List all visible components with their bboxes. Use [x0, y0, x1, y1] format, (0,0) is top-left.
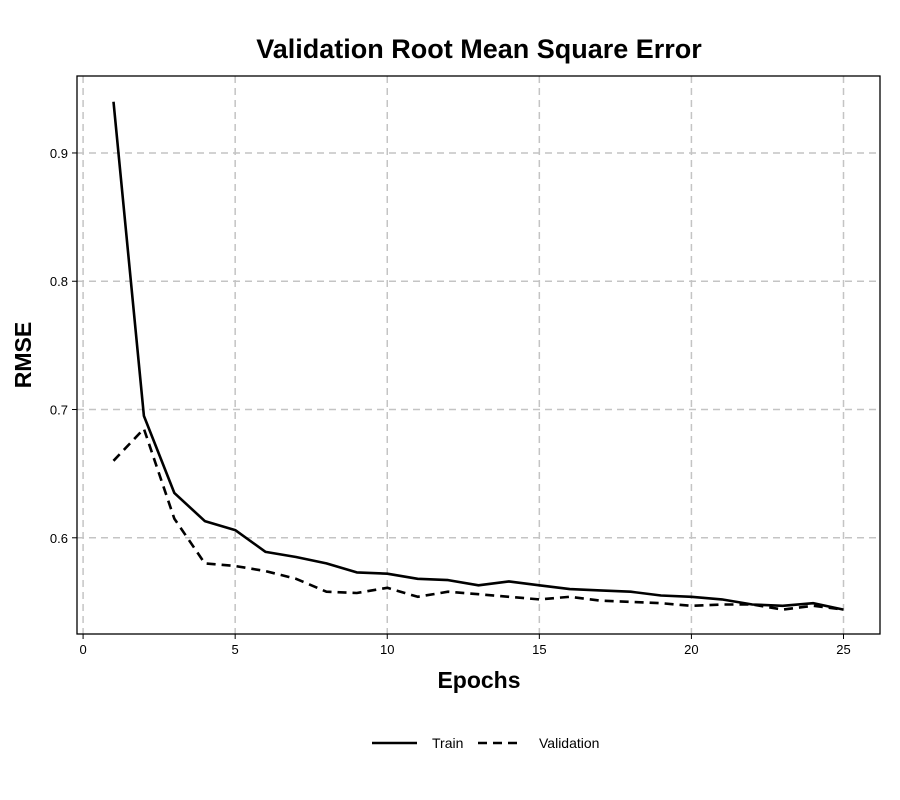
legend-label-train: Train: [432, 735, 463, 751]
legend-label-validation: Validation: [539, 735, 599, 751]
x-tick-label: 5: [232, 642, 239, 657]
series-line-train: [112, 101, 844, 611]
x-tick-label: 10: [380, 642, 394, 657]
x-axis-label: Epochs: [437, 667, 520, 693]
series-lines: [112, 101, 844, 611]
legend: Train Validation: [372, 735, 599, 751]
x-tick-label: 0: [79, 642, 86, 657]
y-tick-label: 0.7: [50, 403, 68, 418]
y-tick-label: 0.8: [50, 274, 68, 289]
plot-area-frame: [76, 75, 881, 635]
x-tick-label: 25: [836, 642, 850, 657]
chart-title: Validation Root Mean Square Error: [256, 34, 702, 64]
y-axis-label: RMSE: [10, 322, 36, 388]
x-tick-label: 20: [684, 642, 698, 657]
grid-lines: [77, 76, 880, 634]
y-tick-label: 0.9: [50, 146, 68, 161]
series-line-validation: [112, 427, 844, 611]
axis-ticks: 0 5 10 15 20 25 0.6 0.7 0.8 0.9: [50, 146, 851, 657]
x-tick-label: 15: [532, 642, 546, 657]
y-tick-label: 0.6: [50, 531, 68, 546]
